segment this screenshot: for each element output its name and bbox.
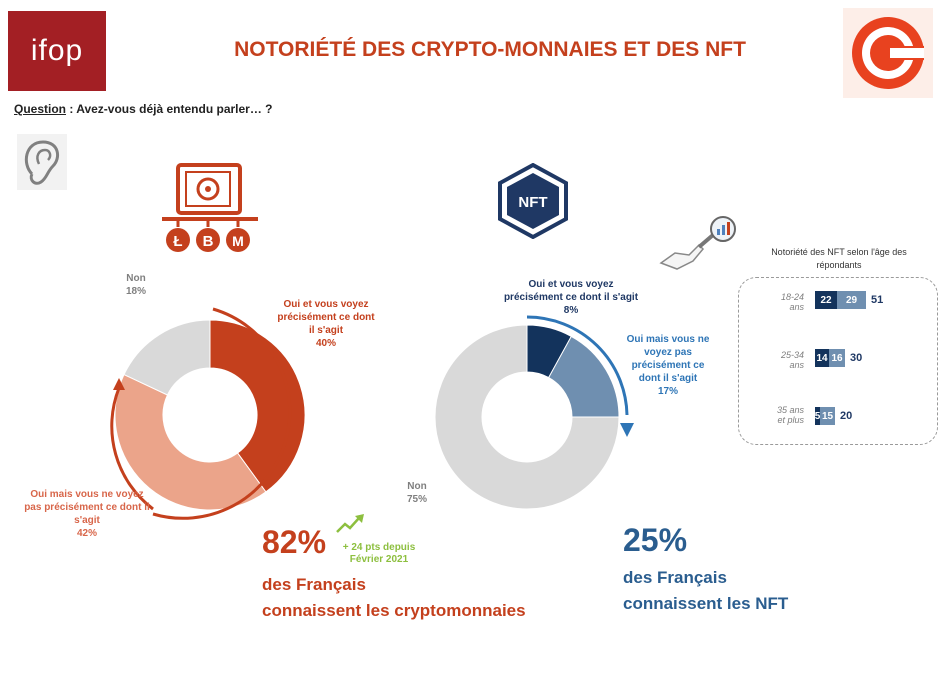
title-line: répondants: [816, 260, 862, 270]
age-line: et plus: [777, 415, 804, 425]
crypto-bracket-arrow: [110, 387, 154, 511]
label-line: pas précisément ce dont il: [24, 502, 150, 513]
monero-icon: M: [226, 228, 250, 252]
nft-hexagon-icon: NFT: [498, 163, 568, 239]
age-chart-title: Notoriété des NFT selon l'âge des répond…: [744, 246, 934, 272]
ifop-logo: ifop: [8, 11, 106, 91]
label-value: 75%: [406, 494, 427, 505]
label-line: Oui et vous voyez: [528, 279, 614, 290]
crypto-headline-text: des Français connaissent les cryptomonna…: [262, 572, 526, 624]
ear-icon: [17, 134, 67, 190]
nft-donut-chart: [434, 315, 634, 510]
label-line: Oui mais vous ne: [626, 334, 710, 345]
partner-c-logo-icon: [843, 8, 933, 98]
label-line: Oui mais vous ne voyez: [30, 489, 144, 500]
label-nft-oui-precis: Oui et vous voyez précisément ce dont il…: [486, 278, 656, 317]
age-bar-total: 30: [850, 352, 863, 364]
label-crypto-oui-flou: Oui mais vous ne voyez pas précisément c…: [14, 488, 160, 540]
age-bar-segment: 16: [829, 349, 845, 367]
age-bar-segment: 22: [815, 291, 837, 309]
label-line: dont il s'agit: [638, 373, 698, 384]
age-line: ans: [789, 360, 804, 370]
label-line: Non: [407, 481, 427, 492]
label-value: 42%: [76, 528, 97, 539]
age-line: 25-34: [780, 350, 804, 360]
litecoin-icon: Ł: [166, 228, 190, 252]
label-line: Non: [126, 273, 146, 284]
label-value: 17%: [657, 386, 678, 397]
nft-headline-text: des Français connaissent les NFT: [623, 565, 788, 617]
svg-text:B: B: [203, 233, 214, 250]
svg-text:NFT: NFT: [518, 194, 547, 211]
page-title: NOTORIÉTÉ DES CRYPTO-MONNAIES ET DES NFT: [234, 38, 746, 61]
age-label-18-24: 18-24 ans: [764, 292, 804, 312]
svg-text:M: M: [232, 233, 244, 249]
age-bar-segment: 5: [815, 407, 820, 425]
headline-line: des Français: [262, 575, 366, 594]
headline-line: connaissent les NFT: [623, 594, 789, 613]
headline-line: connaissent les cryptomonnaies: [262, 601, 526, 620]
label-crypto-non: Non 18%: [116, 272, 156, 298]
label-value: 40%: [315, 338, 336, 349]
nft-headline-value: 25%: [623, 522, 688, 558]
age-label-25-34: 25-34 ans: [764, 350, 804, 370]
trend-up-arrow-icon: [336, 514, 364, 533]
label-line: voyez pas: [644, 347, 692, 358]
age-bar-total: 51: [871, 294, 884, 306]
age-bar-segment: 29: [837, 291, 866, 309]
donut1-slice-2: [123, 319, 211, 396]
question-label: Question: [14, 102, 67, 116]
crypto-bracket-arc: [152, 307, 292, 520]
crypto-arrow-head: [113, 378, 125, 390]
age-bar-chart: 22 29 51 14 16 30 5 15 20: [815, 285, 935, 435]
gain-line: Février 2021: [349, 554, 409, 565]
magnifier-chart-icon: [659, 216, 736, 270]
age-bar-total: 20: [840, 410, 853, 422]
label-nft-non: Non 75%: [396, 480, 438, 506]
nft-arrow-head: [620, 423, 634, 437]
age-line: 18-24: [780, 292, 804, 302]
label-line: précisément ce dont il s'agit: [503, 292, 639, 303]
label-line: il s'agit: [308, 325, 344, 336]
donut2-slice-2: [434, 324, 620, 510]
question-text: : Avez-vous déjà entendu parler… ?: [66, 102, 273, 116]
label-line: précisément ce dont: [277, 312, 375, 323]
question: Question : Avez-vous déjà entendu parler…: [14, 102, 273, 116]
crypto-donut-chart: [110, 307, 306, 520]
svg-text:Ł: Ł: [173, 233, 182, 250]
label-value: 8%: [563, 305, 579, 316]
gain-line: + 24 pts depuis: [342, 542, 416, 553]
crypto-headline-value: 82%: [262, 524, 327, 560]
label-line: s'agit: [74, 515, 100, 526]
label-nft-oui-flou: Oui mais vous ne voyez pas précisément c…: [612, 333, 724, 398]
age-bar-segment: 14: [815, 349, 829, 367]
label-crypto-oui-precis: Oui et vous voyez précisément ce dont il…: [258, 298, 394, 350]
age-label-35-plus: 35 ans et plus: [764, 405, 804, 425]
label-value: 18%: [125, 286, 146, 297]
donut1-slice-0: [209, 319, 306, 493]
crypto-safe-icon: Ł B M: [162, 163, 258, 252]
label-line: Oui et vous voyez: [283, 299, 369, 310]
age-bar-segment: 15: [820, 407, 835, 425]
crypto-gain: + 24 pts depuis Février 2021: [336, 542, 422, 566]
bitcoin-icon: B: [196, 228, 220, 252]
label-line: précisément ce: [631, 360, 705, 371]
age-line: ans: [789, 302, 804, 312]
age-breakdown-box: [738, 277, 938, 445]
title-line: Notoriété des NFT selon l'âge des: [771, 247, 907, 257]
age-line: 35 ans: [776, 405, 804, 415]
headline-line: des Français: [623, 568, 727, 587]
nft-bracket-arc: [526, 315, 629, 416]
